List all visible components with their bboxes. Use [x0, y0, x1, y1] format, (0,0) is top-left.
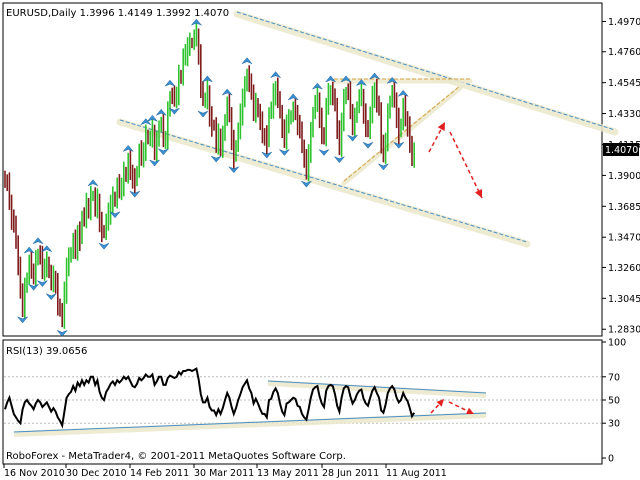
chart-title: EURUSD,Daily 1.3996 1.4149 1.3992 1.4070: [6, 8, 229, 19]
price-tick-label: 1.3900: [608, 171, 640, 182]
channel-band: [233, 10, 619, 136]
fractal-up-marker: [356, 79, 367, 86]
fractal-down-marker: [17, 316, 28, 324]
rsi-tick-label: 30: [608, 419, 620, 430]
fractal-down-marker: [98, 243, 110, 250]
fractal-up-marker: [140, 118, 151, 125]
forecast-arrowhead: [474, 189, 482, 198]
price-panel: [2, 2, 603, 337]
fractal-up-marker: [241, 57, 253, 64]
rsi-band: [267, 380, 487, 398]
rsi-tick-label: 70: [608, 372, 620, 383]
forecast-arrows: [428, 121, 483, 199]
fractal-up-marker: [191, 18, 202, 26]
channel-line: [343, 85, 461, 182]
rsi-forecast-arrowhead: [466, 407, 474, 415]
price-tick-label: 1.3260: [608, 263, 640, 274]
copyright-text: RoboForex - MetaTrader4, © 2001-2011 Met…: [6, 451, 346, 462]
fractal-down-marker: [393, 142, 404, 149]
rsi-trend-line: [267, 380, 487, 394]
channel-band: [116, 118, 531, 248]
fractal-up-marker: [387, 76, 398, 84]
current-price-box: [603, 143, 639, 156]
fractal-down-marker: [37, 280, 48, 288]
price-tick-label: 1.2830: [608, 325, 640, 336]
rsi-band: [13, 412, 487, 437]
rsi-trend-annotations: [13, 380, 487, 437]
fractal-up-marker: [24, 246, 35, 254]
fractal-up-marker: [340, 75, 352, 83]
time-tick-label: 11 Aug 2011: [386, 468, 447, 479]
fractal-down-marker: [149, 159, 160, 167]
time-tick-label: 16 Nov 2010: [4, 468, 65, 479]
price-tick-label: 1.4330: [608, 109, 640, 120]
fractal-up-marker: [312, 82, 323, 90]
fractal-down-marker: [347, 134, 358, 142]
rsi-panel: [2, 339, 603, 465]
current-price-label: 1.4070: [605, 145, 638, 156]
fractal-down-marker: [261, 151, 272, 159]
fractal-up-marker: [222, 88, 233, 96]
time-tick-label: 30 Mar 2011: [194, 468, 254, 479]
time-tick-label: 30 Dec 2010: [66, 468, 127, 479]
rsi-forecast-arrowhead: [436, 399, 444, 407]
fractal-up-marker: [369, 72, 380, 80]
fractal-up-marker: [147, 114, 158, 122]
fractal-up-marker: [164, 79, 176, 87]
fractal-up-marker: [87, 179, 99, 186]
fractal-down-marker: [129, 190, 140, 198]
fractal-down-marker: [362, 142, 374, 149]
fractal-down-marker: [57, 330, 68, 337]
rsi-tick-label: 100: [608, 338, 626, 349]
fractal-up-marker: [123, 144, 134, 152]
fractal-up-marker: [325, 75, 336, 83]
rsi-title: RSI(13) 39.0656: [6, 346, 87, 357]
fractal-down-marker: [228, 166, 239, 174]
time-tick-label: 13 May 2011: [257, 468, 319, 479]
fractal-down-marker: [28, 284, 39, 291]
fractal-down-marker: [301, 180, 312, 188]
rsi-tick-label: 0: [608, 454, 614, 465]
fractal-down-marker: [158, 148, 169, 156]
time-axis: 16 Nov 2010 30 Dec 2010 14 Feb 2011 30 Mar …: [3, 464, 447, 479]
time-tick-label: 14 Feb 2011: [130, 468, 189, 479]
fractal-down-marker: [334, 156, 345, 164]
fractal-down-marker: [197, 110, 209, 118]
forecast-arrowhead: [437, 122, 445, 131]
fractal-up-marker: [41, 245, 52, 252]
fractal-up-marker: [288, 93, 299, 101]
fractal-up-marker: [32, 237, 44, 244]
fractal-up-marker: [398, 89, 409, 97]
fractal-markers: [17, 18, 409, 337]
rsi-trend-line: [13, 412, 487, 433]
fractal-up-marker: [202, 75, 213, 83]
channel-line: [119, 119, 528, 243]
trend-channel-annotations: [116, 10, 619, 248]
rsi-tick-label: 50: [608, 396, 620, 407]
fractal-down-marker: [279, 149, 290, 156]
price-tick-label: 1.4970: [608, 17, 640, 28]
fractal-down-marker: [46, 293, 57, 301]
fractal-down-marker: [169, 108, 180, 115]
rsi-axis: 100 70 50 30 0: [602, 338, 626, 465]
price-tick-label: 1.3045: [608, 294, 640, 305]
price-axis: 1.49701.47601.45451.43301.41151.39001.36…: [602, 17, 640, 336]
rsi-line: [4, 367, 416, 429]
price-tick-label: 1.3470: [608, 233, 640, 244]
price-tick-label: 1.4545: [608, 78, 640, 89]
price-tick-label: 1.4760: [608, 47, 640, 58]
fractal-up-marker: [156, 108, 167, 116]
fractal-down-marker: [109, 211, 121, 219]
fractal-down-marker: [211, 155, 222, 163]
rsi-grid: [4, 376, 601, 424]
time-tick-label: 28 Jun 2011: [322, 468, 379, 479]
fractal-up-marker: [270, 71, 281, 78]
price-tick-label: 1.3685: [608, 202, 640, 213]
channel-band: [341, 85, 463, 186]
fractal-down-marker: [378, 163, 389, 171]
forecast-arrow-line: [449, 131, 483, 199]
fractal-down-marker: [318, 149, 330, 156]
